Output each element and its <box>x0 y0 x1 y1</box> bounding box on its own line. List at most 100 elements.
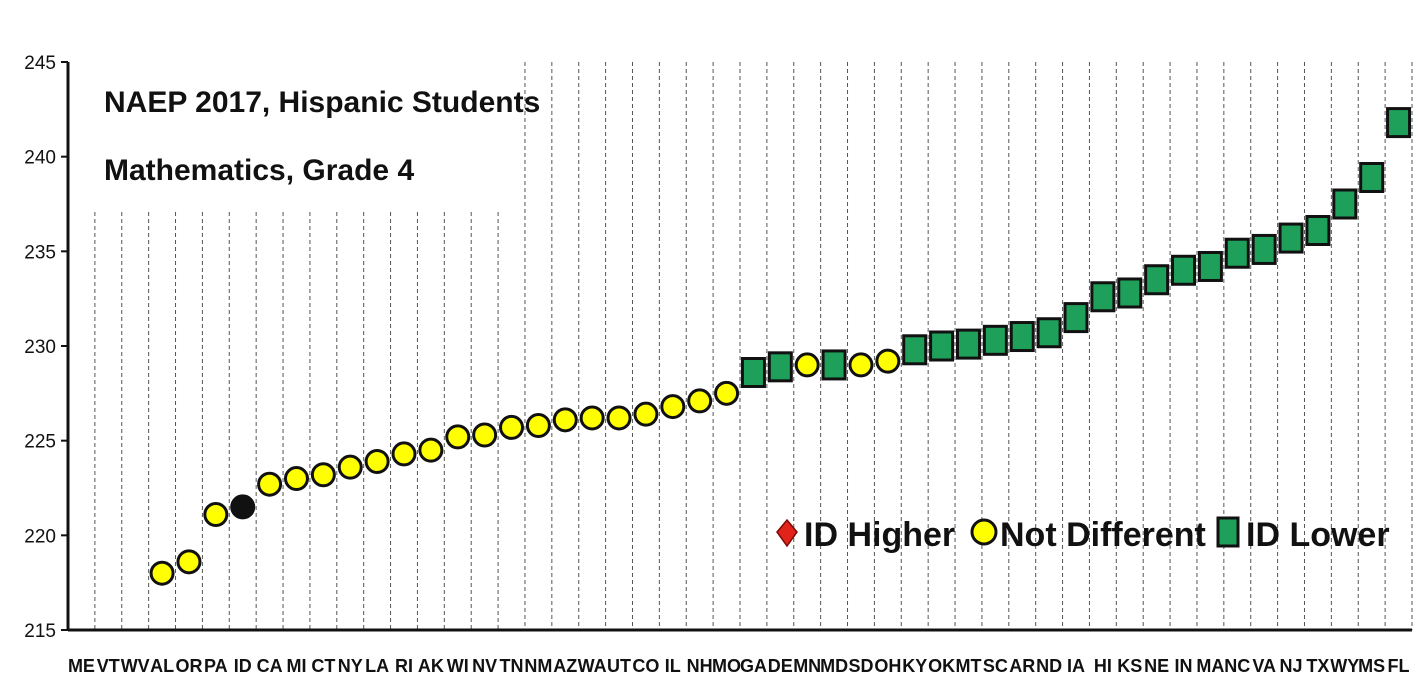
data-point-id <box>230 494 256 520</box>
grid-lines <box>94 62 1413 630</box>
x-tick-label: IN <box>1175 656 1193 676</box>
chart-title: NAEP 2017, Hispanic Students <box>104 86 540 119</box>
x-tick-label: DE <box>768 656 793 676</box>
x-tick-label: UT <box>607 656 631 676</box>
x-tick-label: NE <box>1144 656 1169 676</box>
x-tick-label: CT <box>311 656 335 676</box>
y-tick-label: 240 <box>24 148 56 169</box>
x-tick-label: LA <box>365 656 389 676</box>
data-point-fl <box>1386 107 1412 139</box>
x-tick-label: MN <box>793 656 821 676</box>
x-tick-label: KY <box>902 656 927 676</box>
x-tick-label: AR <box>1009 656 1035 676</box>
data-point-tx <box>1305 215 1331 247</box>
x-tick-label: CA <box>257 656 283 676</box>
y-tick-label: 245 <box>24 53 56 74</box>
data-point-ms <box>1359 161 1385 193</box>
data-point-la <box>364 448 390 474</box>
y-tick-label: 235 <box>24 242 56 263</box>
x-tick-label: CO <box>632 656 659 676</box>
x-tick-label: WI <box>447 656 469 676</box>
data-point-mi <box>283 466 309 492</box>
x-tick-label: AL <box>150 656 174 676</box>
x-tick-label: NY <box>338 656 363 676</box>
data-point-va <box>1251 233 1277 265</box>
x-tick-label: MI <box>286 656 306 676</box>
data-point-ny <box>337 454 363 480</box>
data-point-il <box>660 394 686 420</box>
y-tick-label: 220 <box>24 526 56 547</box>
x-tick-label: WY <box>1330 656 1359 676</box>
legend-label-id-higher: ID Higher <box>804 516 955 554</box>
data-point-nv <box>472 422 498 448</box>
x-tick-label: NH <box>687 656 713 676</box>
x-tick-label: MT <box>955 656 981 676</box>
legend: ID Higher Not Different ID Lower <box>776 516 1390 554</box>
x-tick-label: ND <box>1036 656 1062 676</box>
data-point-ne <box>1144 264 1170 296</box>
data-point-sc <box>982 324 1008 356</box>
data-point-wi <box>445 424 471 450</box>
data-point-in <box>1171 254 1197 286</box>
x-tick-label: OK <box>928 656 955 676</box>
legend-marker-circle <box>970 518 998 546</box>
x-tick-label: PA <box>204 656 228 676</box>
data-point-ks <box>1117 277 1143 309</box>
x-tick-label: KS <box>1117 656 1142 676</box>
x-tick-label: GA <box>740 656 767 676</box>
data-point-sd <box>848 352 874 378</box>
data-point-md <box>821 349 847 381</box>
legend-label-not-different: Not Different <box>1000 516 1206 554</box>
data-point-nd <box>1036 317 1062 349</box>
x-tick-label: SC <box>983 656 1008 676</box>
x-tick-label: TN <box>500 656 524 676</box>
x-tick-label: ME <box>68 656 95 676</box>
data-point-nm <box>525 413 551 439</box>
x-tick-label: IA <box>1067 656 1085 676</box>
x-tick-label: OH <box>874 656 901 676</box>
data-point-wa <box>579 405 605 431</box>
x-tick-label: IL <box>665 656 681 676</box>
data-point-de <box>767 351 793 383</box>
x-tick-label: NV <box>472 656 497 676</box>
legend-label-id-lower: ID Lower <box>1246 516 1390 554</box>
data-point-ia <box>1063 302 1089 334</box>
x-tick-label: OR <box>175 656 202 676</box>
data-points <box>149 107 1412 586</box>
data-point-pa <box>203 502 229 528</box>
data-point-az <box>552 407 578 433</box>
data-point-mo <box>714 380 740 406</box>
x-tick-label: NJ <box>1280 656 1303 676</box>
data-point-co <box>633 401 659 427</box>
data-point-ak <box>418 437 444 463</box>
legend-marker-diamond <box>776 518 798 548</box>
x-tick-label: MS <box>1358 656 1385 676</box>
x-tick-label: MO <box>712 656 741 676</box>
x-tick-label: NC <box>1224 656 1250 676</box>
chart-subtitle: Mathematics, Grade 4 <box>104 154 414 187</box>
y-tick-label: 230 <box>24 337 56 358</box>
data-point-oh <box>875 348 901 374</box>
data-point-nc <box>1224 237 1250 269</box>
x-tick-label: ID <box>234 656 252 676</box>
data-point-nj <box>1278 222 1304 254</box>
data-point-wy <box>1332 188 1358 220</box>
data-point-nh <box>687 388 713 414</box>
data-point-tn <box>499 414 525 440</box>
y-tick-label: 225 <box>24 432 56 453</box>
x-tick-label: MA <box>1196 656 1224 676</box>
x-tick-label: TX <box>1306 656 1329 676</box>
x-tick-label: HI <box>1094 656 1112 676</box>
x-tick-label: SD <box>848 656 873 676</box>
data-point-al <box>149 560 175 586</box>
data-point-ri <box>391 441 417 467</box>
data-point-ma <box>1197 250 1223 282</box>
y-tick-labels: 215 220 225 230 235 240 245 <box>24 53 68 642</box>
x-tick-label: WV <box>121 656 150 676</box>
x-tick-label: AZ <box>553 656 577 676</box>
data-point-hi <box>1090 281 1116 313</box>
x-tick-label: NM <box>524 656 552 676</box>
x-tick-labels: ME VT WV AL OR PA ID CA MI CT NY LA RI AK WI NV TN NM AZ WA… <box>68 656 1410 676</box>
data-point-ar <box>1009 321 1035 353</box>
